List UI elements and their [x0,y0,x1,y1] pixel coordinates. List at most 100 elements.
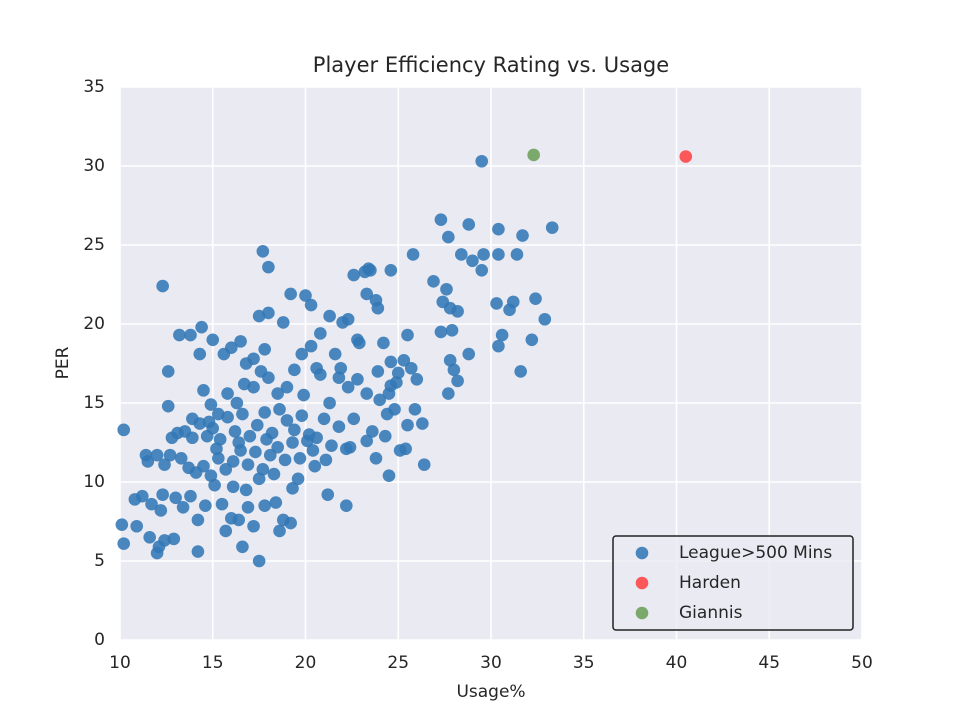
point [252,472,266,486]
point [173,328,186,342]
point [404,361,418,375]
point [341,312,355,326]
point [263,448,277,462]
point [462,218,476,231]
point [365,425,379,438]
point [325,439,338,452]
point [451,374,464,388]
point [276,316,290,329]
point [228,425,242,438]
point [451,305,464,318]
point [193,347,207,361]
point [477,248,490,261]
x-tick-label: 25 [387,653,409,673]
point [260,433,273,446]
point [364,263,377,277]
point [232,436,246,449]
point [382,469,396,482]
point [280,380,294,394]
y-tick-label: 0 [94,630,105,650]
point [310,361,323,375]
point [371,301,385,315]
point [204,398,218,411]
point [529,292,542,306]
point [514,365,527,378]
point [276,513,290,527]
point [679,150,693,163]
point [340,499,353,512]
point [495,328,509,342]
point [299,289,312,302]
point [158,534,171,547]
point [156,279,169,293]
point [161,365,175,378]
y-tick-label: 25 [83,235,105,255]
point [401,418,414,432]
point [343,440,357,454]
point [371,365,385,378]
point [445,324,459,337]
point [377,336,390,350]
point [230,396,244,410]
point [410,373,424,386]
point [258,406,271,419]
point [237,377,251,391]
point [236,540,249,554]
point [527,148,540,162]
point [271,387,284,400]
x-tick-label: 40 [666,653,688,673]
point [232,513,246,527]
point [288,363,301,377]
point [176,500,190,514]
point [262,260,275,274]
point [417,458,431,471]
point [332,420,346,434]
x-tick-label: 35 [573,653,595,673]
y-axis-label: PER [53,346,73,379]
point [219,524,233,538]
point [360,287,374,301]
point [191,513,205,527]
point [308,459,322,473]
point [256,463,270,476]
point [278,453,292,467]
point [254,365,268,378]
point [286,482,299,495]
point [293,452,307,465]
legend-marker [635,546,649,560]
point [243,429,257,443]
point [321,488,335,501]
point [506,295,520,309]
point [191,545,205,558]
x-tick-label: 30 [480,653,502,673]
point [267,467,281,481]
x-axis-label: Usage% [456,682,525,702]
point [143,531,156,544]
point [443,354,457,367]
point [455,248,468,261]
point [334,361,348,375]
point [262,306,275,320]
y-tick-label: 5 [94,551,105,571]
point [241,458,255,471]
point [239,483,253,497]
point [213,433,227,446]
point [490,297,503,310]
point [158,458,171,471]
point [204,469,218,482]
point [462,347,476,361]
y-tick-label: 10 [83,472,105,492]
point [384,355,398,369]
point [197,459,210,473]
point [288,423,301,437]
point [323,309,336,323]
point [269,496,283,509]
point [492,222,505,236]
point [384,263,398,277]
point [319,453,333,467]
point [156,488,169,501]
x-tick-label: 45 [758,653,780,673]
point [440,282,453,296]
point [406,248,420,261]
